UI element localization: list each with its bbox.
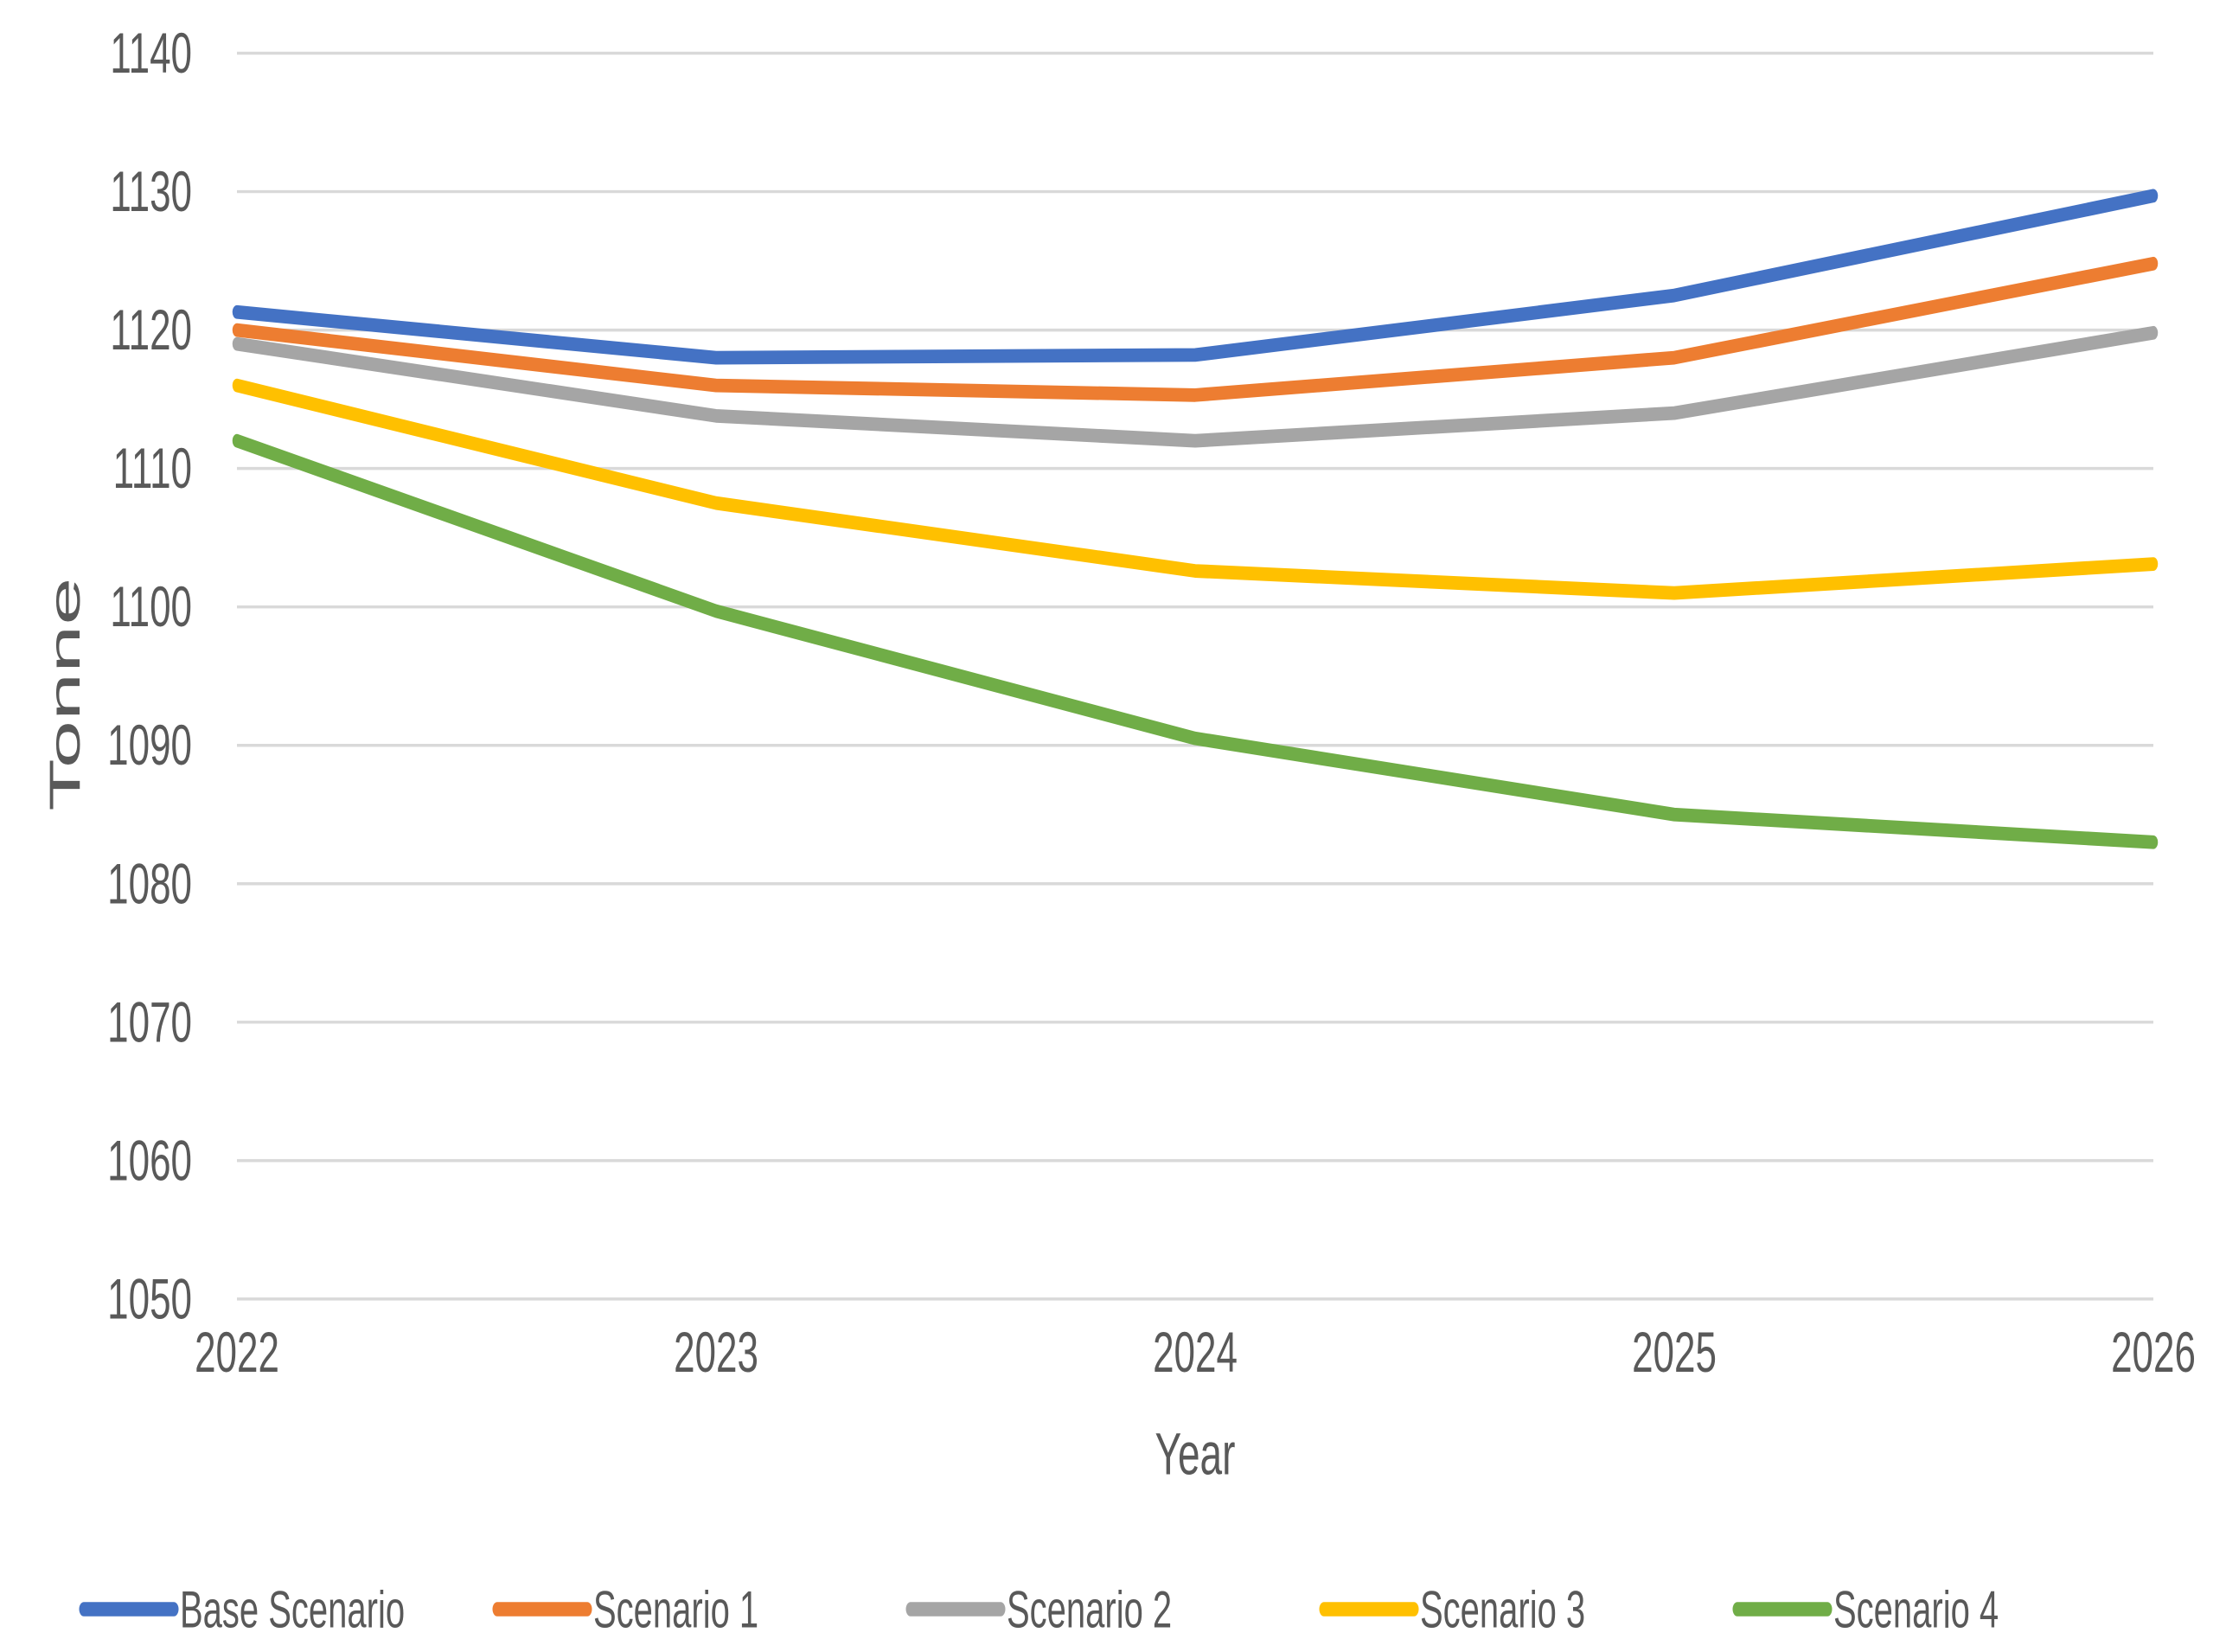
series-lines [232, 189, 2159, 849]
y-tick-label: 1080 [107, 851, 192, 915]
y-tick-label: 1130 [110, 159, 192, 223]
series-line-scenario-3 [232, 378, 2159, 600]
y-tick-label: 1100 [110, 574, 192, 638]
legend-item-scenario-1: Scenario 1 [492, 1580, 758, 1638]
x-tick-label: 2022 [195, 1320, 279, 1384]
series-line-scenario-2 [232, 325, 2159, 448]
y-tick-label: 1070 [107, 989, 192, 1053]
legend: Base Scenario Scenario 1 Scenario 2 Scenari… [79, 1580, 1999, 1638]
legend-item-scenario-2: Scenario 2 [905, 1580, 1172, 1638]
y-tick-label: 1060 [107, 1128, 192, 1192]
series-line-scenario-4 [232, 433, 2159, 849]
y-axis-title: Tonne [41, 578, 89, 811]
legend-label: Scenario 3 [1420, 1580, 1585, 1638]
legend-label: Scenario 1 [593, 1580, 758, 1638]
legend-label: Base Scenario [180, 1580, 405, 1638]
x-tick-label: 2023 [674, 1320, 758, 1384]
x-tick-label: 2025 [1632, 1320, 1717, 1384]
x-axis-title: Year [1155, 1421, 1236, 1487]
x-axis-tick-labels: 2022 2023 2024 2025 2026 [195, 1320, 2196, 1384]
y-tick-label: 1050 [107, 1266, 192, 1330]
x-tick-label: 2026 [2111, 1320, 2196, 1384]
legend-item-base-scenario: Base Scenario [79, 1580, 405, 1638]
legend-item-scenario-4: Scenario 4 [1732, 1580, 1999, 1638]
gridlines [237, 51, 2153, 1301]
legend-label: Scenario 4 [1833, 1580, 1999, 1638]
legend-label: Scenario 2 [1007, 1580, 1172, 1638]
legend-item-scenario-3: Scenario 3 [1319, 1580, 1585, 1638]
x-tick-label: 2024 [1153, 1320, 1238, 1384]
y-tick-label: 1120 [110, 298, 192, 362]
series-line-scenario-1 [232, 256, 2159, 402]
y-tick-label: 1110 [113, 436, 192, 500]
y-tick-label: 1140 [110, 21, 192, 85]
y-tick-label: 1090 [107, 713, 192, 777]
series-line-base-scenario [232, 189, 2159, 365]
y-axis-tick-labels: 1050 1060 1070 1080 1090 1100 1110 1120 1130 1140 [107, 21, 192, 1331]
